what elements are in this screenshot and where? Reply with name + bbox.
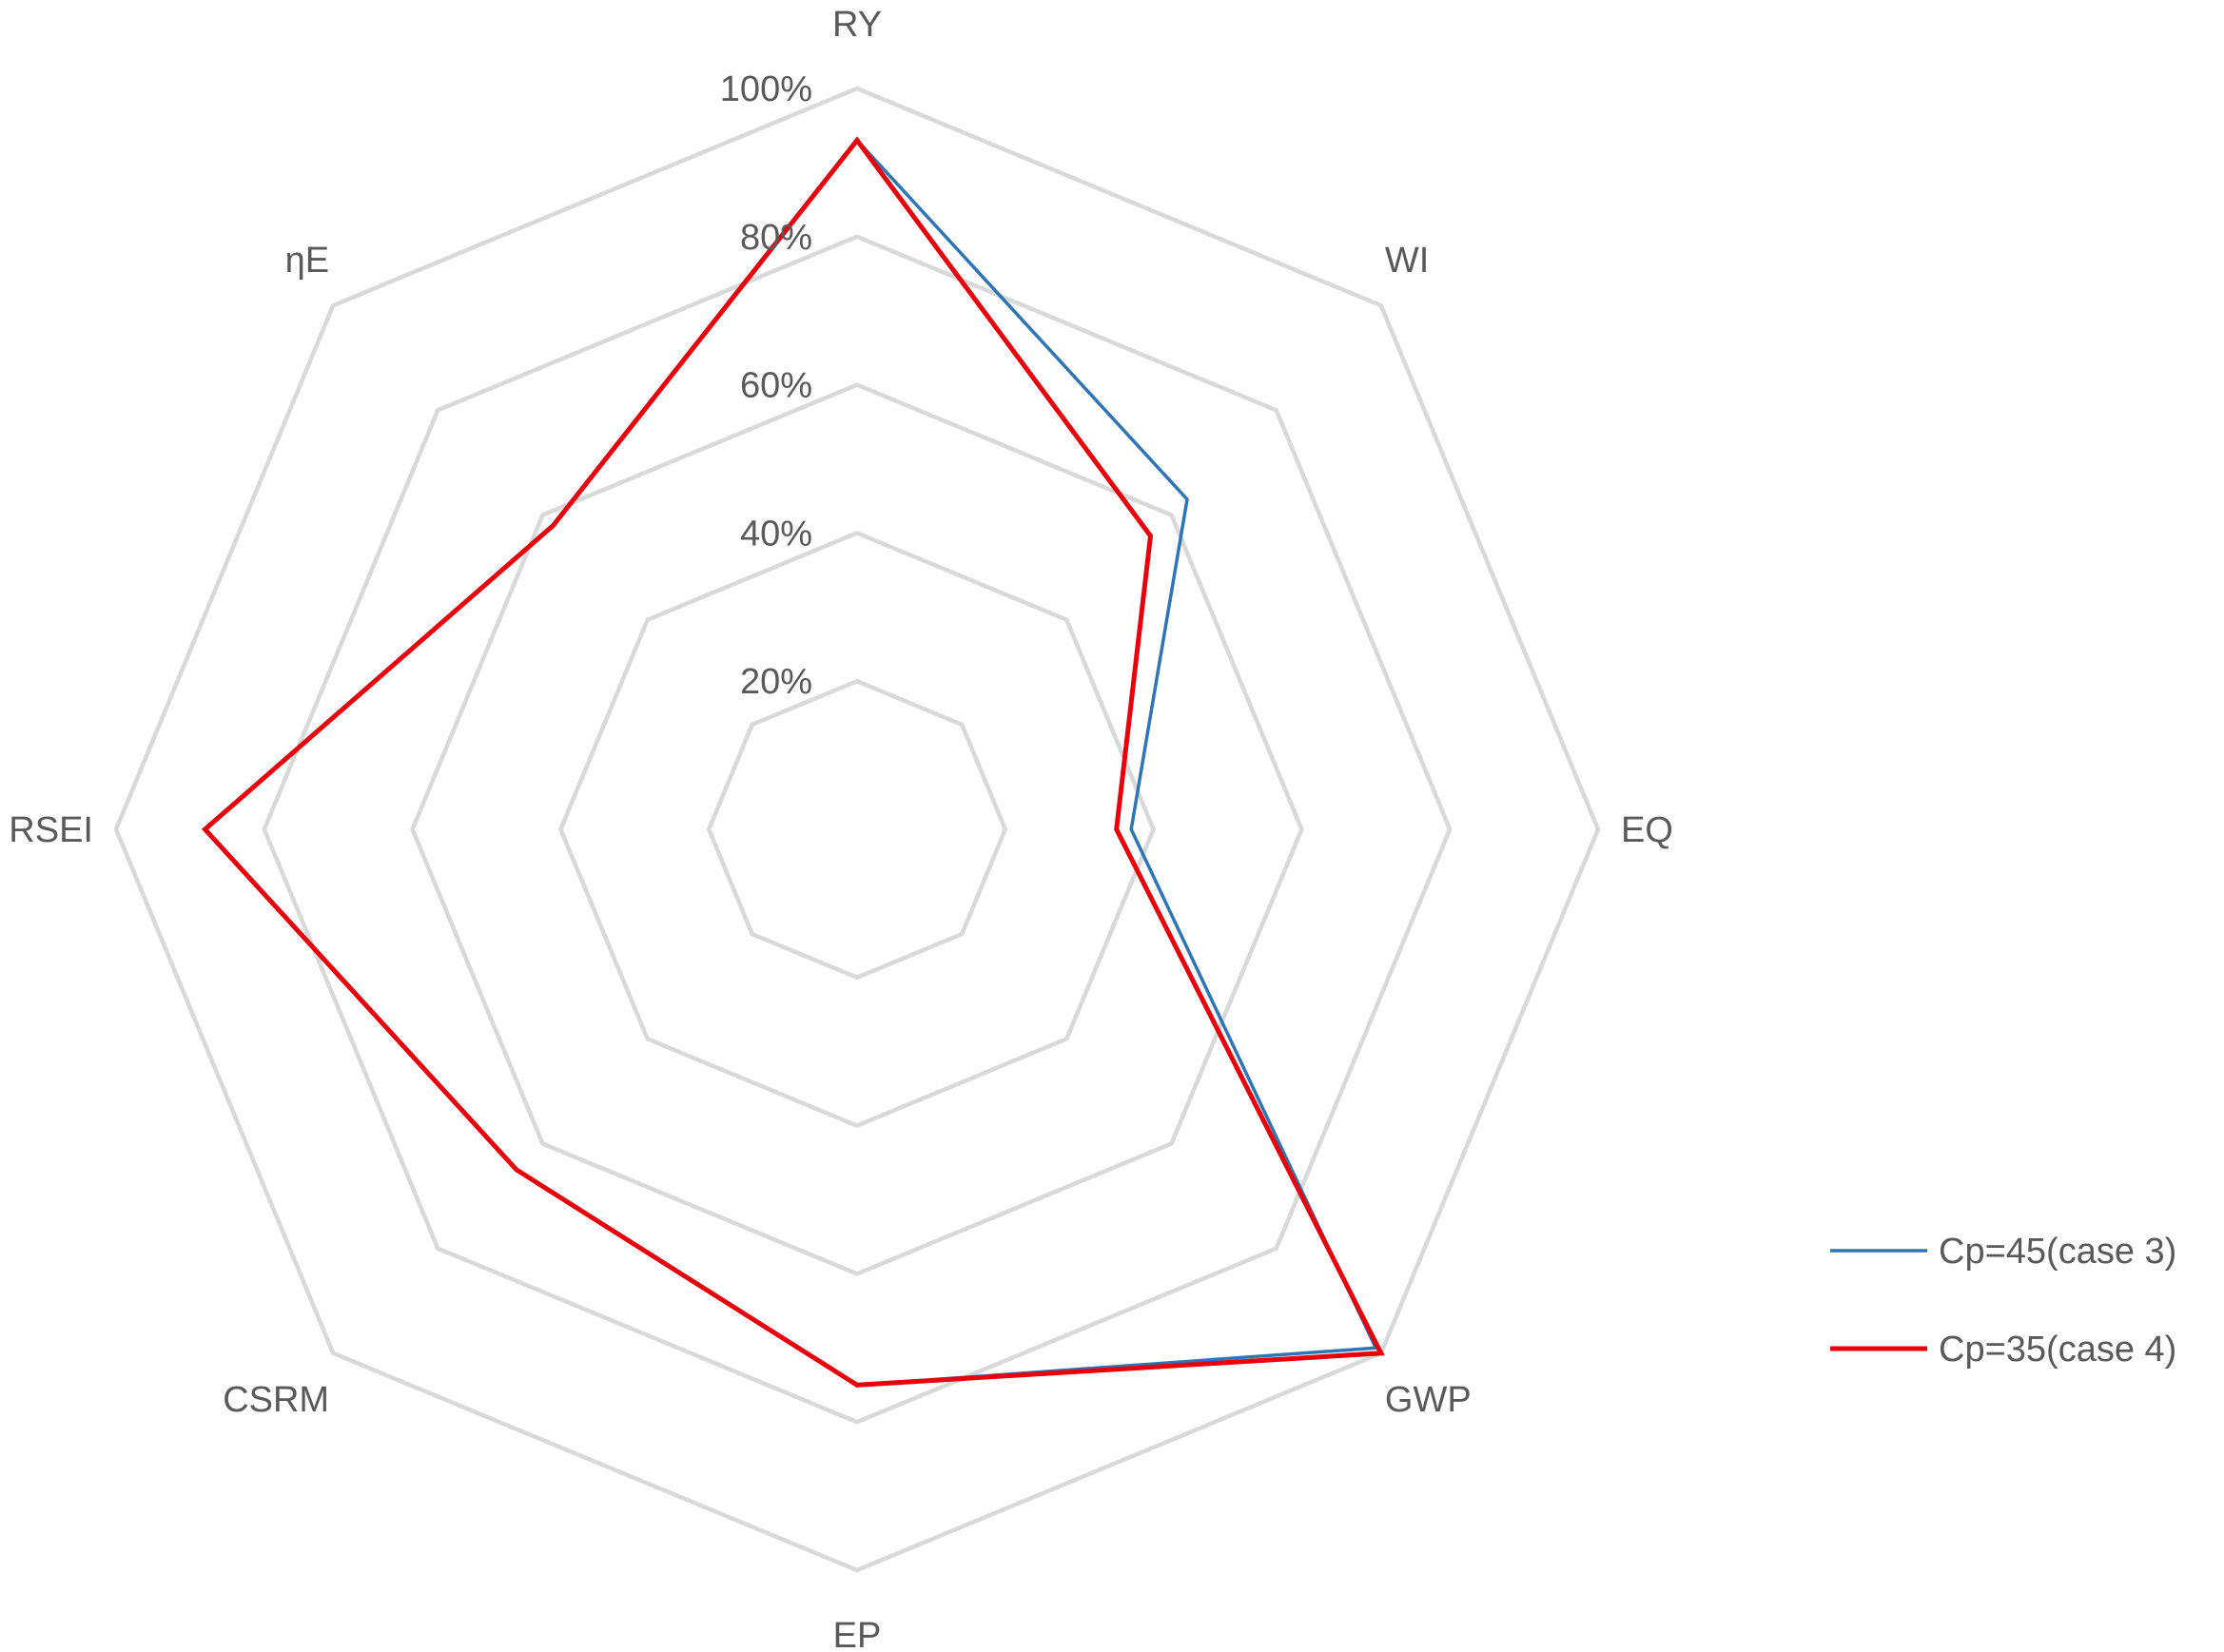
radar-grid	[113, 86, 1601, 1573]
legend: Cp=45(case 3) Cp=35(case 4)	[1830, 1232, 2176, 1370]
axis-label-ep: EP	[833, 1616, 882, 1652]
axis-label-rsei: RSEI	[9, 810, 93, 850]
tick-label-4: 80%	[740, 218, 812, 258]
tick-label-1: 20%	[740, 662, 812, 702]
radar-axis-labels: RY WI EQ GWP EP CSRM RSEI ηE	[9, 5, 1673, 1652]
legend-label-2: Cp=35(case 4)	[1939, 1330, 2176, 1370]
tick-label-2: 40%	[740, 514, 812, 554]
grid-ring-3	[410, 382, 1304, 1276]
tick-label-3: 60%	[740, 366, 812, 406]
grid-ring-2	[557, 530, 1157, 1129]
tick-label-5: 100%	[720, 69, 812, 109]
axis-label-eta-e: ηE	[285, 241, 329, 281]
axis-label-gwp: GWP	[1385, 1380, 1472, 1420]
radar-series-group	[201, 136, 1385, 1388]
series-line-2	[201, 136, 1385, 1388]
grid-ring-1	[706, 678, 1008, 981]
axis-label-wi: WI	[1385, 241, 1429, 281]
series-line-1	[202, 137, 1378, 1388]
axis-label-csrm: CSRM	[223, 1380, 329, 1420]
radar-tick-labels: 20% 40% 60% 80% 100%	[720, 69, 812, 702]
grid-ring-4	[262, 234, 1453, 1425]
axis-label-ry: RY	[832, 5, 882, 45]
legend-label-1: Cp=45(case 3)	[1939, 1232, 2176, 1272]
grid-ring-5	[113, 86, 1601, 1573]
axis-label-eq: EQ	[1621, 810, 1673, 850]
